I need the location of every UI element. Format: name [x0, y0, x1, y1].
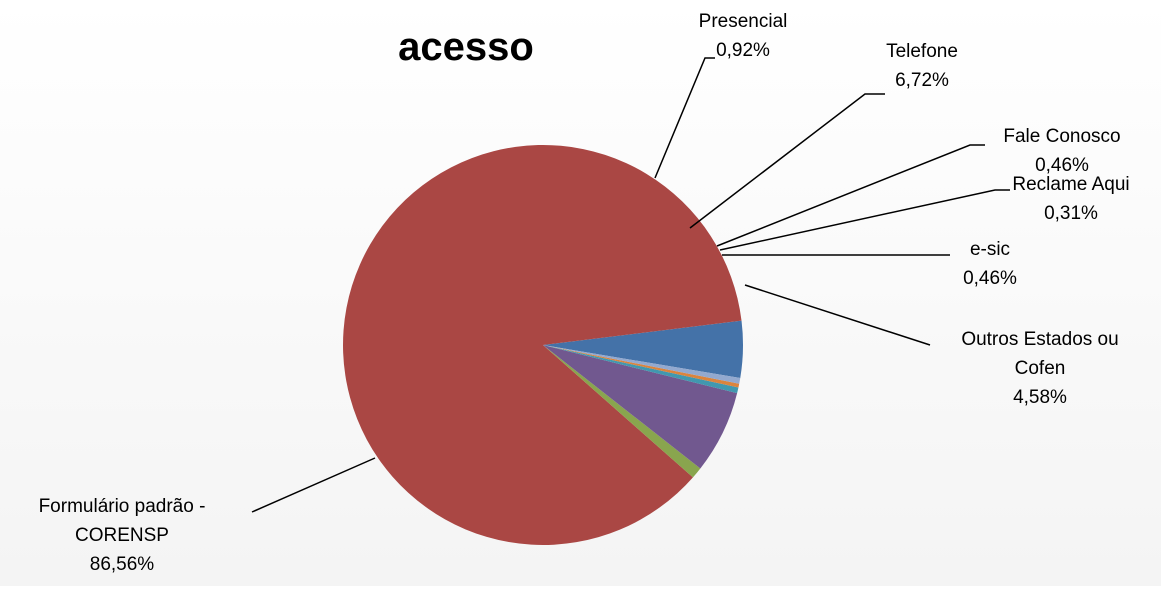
slice-name-label: Reclame Aqui — [1012, 174, 1129, 195]
slice-label: Reclame Aqui 0,31% — [1012, 174, 1129, 224]
chart-title: acesso — [398, 25, 534, 69]
slice-label: Outros Estados ou Cofen 4,58% — [961, 329, 1118, 408]
pie-slices — [343, 145, 744, 546]
slice-label: Presencial 0,92% — [699, 11, 788, 61]
slice-value-label: 0,46% — [963, 268, 1017, 289]
slice-name-label: Outros Estados ou — [961, 329, 1118, 350]
leader-line — [716, 144, 985, 247]
slice-value-label: 0,92% — [716, 40, 770, 61]
pie-slice — [543, 345, 740, 388]
slice-value-label: 0,46% — [1035, 155, 1089, 176]
leader-line — [251, 457, 376, 513]
leader-line — [654, 57, 715, 179]
slice-value-label: 4,58% — [1013, 387, 1067, 408]
slice-name-label: Telefone — [886, 41, 958, 62]
pie-slice — [543, 345, 741, 384]
leader-line — [689, 93, 885, 229]
leader-lines — [251, 57, 1010, 513]
slice-label: Formulário padrão - CORENSP 86,56% — [39, 496, 206, 575]
pie-slice — [543, 345, 701, 478]
slice-name-label: Cofen — [1015, 358, 1066, 379]
slice-label: e-sic 0,46% — [963, 239, 1017, 289]
slice-labels: Outros Estados ou Cofen 4,58% Formulário pa… — [39, 11, 1130, 575]
slice-name-label: Formulário padrão - — [39, 496, 206, 517]
slice-value-label: 0,31% — [1044, 203, 1098, 224]
leader-line — [719, 189, 1010, 251]
slice-label: Fale Conosco 0,46% — [1003, 126, 1120, 176]
chart-title-line-2: acesso — [398, 25, 534, 69]
slice-name-label: Fale Conosco — [1003, 126, 1120, 147]
slice-label: Telefone 6,72% — [886, 41, 958, 91]
slice-name-label: CORENSP — [75, 525, 169, 546]
slice-name-label: e-sic — [970, 239, 1010, 260]
leader-line — [744, 284, 931, 346]
pie-slice — [543, 320, 744, 379]
pie-slice — [343, 145, 742, 546]
slice-value-label: 86,56% — [90, 554, 155, 575]
slice-name-label: Presencial — [699, 11, 788, 32]
pie-slice — [543, 345, 738, 469]
pie-slice — [543, 345, 739, 394]
slice-value-label: 6,72% — [895, 70, 949, 91]
